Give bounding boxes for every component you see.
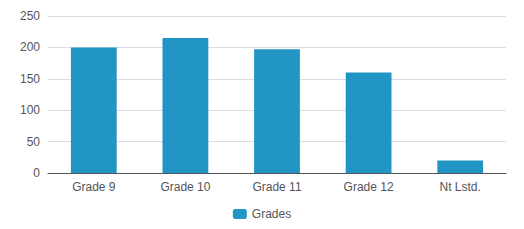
- svg-text:0: 0: [33, 166, 40, 180]
- svg-text:250: 250: [20, 9, 40, 23]
- svg-text:50: 50: [27, 135, 41, 149]
- svg-text:Grades: Grades: [252, 207, 291, 221]
- svg-text:200: 200: [20, 40, 40, 54]
- svg-text:Grade 9: Grade 9: [72, 180, 116, 194]
- svg-text:150: 150: [20, 72, 40, 86]
- svg-text:Grade 12: Grade 12: [344, 180, 394, 194]
- svg-text:Grade 11: Grade 11: [252, 180, 301, 194]
- svg-text:100: 100: [20, 103, 40, 117]
- svg-text:Nt Lstd.: Nt Lstd.: [440, 180, 481, 194]
- svg-text:Grade 10: Grade 10: [160, 180, 210, 194]
